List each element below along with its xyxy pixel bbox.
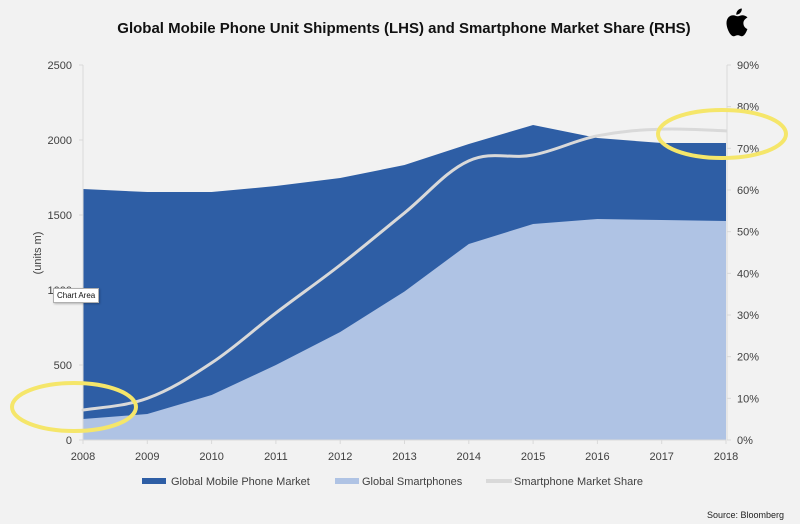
area-global-smartphones <box>83 219 726 440</box>
left-tick-label: 2000 <box>48 135 72 147</box>
left-axis-ticks: 05001000150020002500 <box>48 60 83 447</box>
highlight-ellipse-2017-2018 <box>656 108 788 160</box>
right-tick-label: 30% <box>737 310 759 322</box>
right-tick-label: 10% <box>737 393 759 405</box>
right-tick-label: 0% <box>737 435 753 447</box>
highlight-ellipse-2008 <box>10 381 138 433</box>
line-smartphone-market-share <box>81 127 728 412</box>
source-note: Source: Bloomberg <box>707 510 784 520</box>
x-tick-label: 2016 <box>585 451 609 463</box>
x-axis-ticks: 2008 2009 2010 2011 2012 2013 2014 2015 2016 2017… <box>71 440 738 463</box>
left-tick-label: 500 <box>54 360 72 372</box>
legend-label-smartphones: Global Smartphones <box>362 476 463 488</box>
x-tick-label: 2014 <box>457 451 481 463</box>
right-tick-label: 20% <box>737 352 759 364</box>
left-tick-label: 0 <box>66 435 72 447</box>
left-tick-label: 2500 <box>48 60 72 72</box>
apple-logo-icon <box>726 8 748 37</box>
x-tick-label: 2010 <box>199 451 223 463</box>
x-tick-label: 2013 <box>392 451 416 463</box>
legend-swatch-market-share <box>486 479 512 483</box>
x-tick-label: 2018 <box>714 451 738 463</box>
plot-area <box>81 125 728 440</box>
right-tick-label: 60% <box>737 185 759 197</box>
x-tick-label: 2011 <box>264 451 288 463</box>
right-tick-label: 40% <box>737 268 759 280</box>
right-tick-label: 70% <box>737 143 759 155</box>
legend-swatch-mobile-market <box>142 478 166 484</box>
x-tick-label: 2015 <box>521 451 545 463</box>
x-tick-label: 2012 <box>328 451 352 463</box>
right-tick-label: 90% <box>737 60 759 72</box>
legend-label-mobile-market: Global Mobile Phone Market <box>171 476 310 488</box>
legend-label-market-share: Smartphone Market Share <box>514 476 643 488</box>
right-tick-label: 50% <box>737 227 759 239</box>
legend-swatch-smartphones <box>335 478 359 484</box>
y-axis-label: (units m) <box>32 232 44 275</box>
left-tick-label: 1500 <box>48 210 72 222</box>
legend: Global Mobile Phone Market Global Smartp… <box>142 476 643 488</box>
right-axis-ticks: 0%10%20%30%40%50%60%70%80%90% <box>727 60 759 447</box>
chart-title: Global Mobile Phone Unit Shipments (LHS)… <box>117 20 690 37</box>
x-tick-label: 2017 <box>649 451 673 463</box>
x-tick-label: 2009 <box>135 451 159 463</box>
chart-area-tooltip: Chart Area <box>53 288 100 303</box>
x-tick-label: 2008 <box>71 451 95 463</box>
